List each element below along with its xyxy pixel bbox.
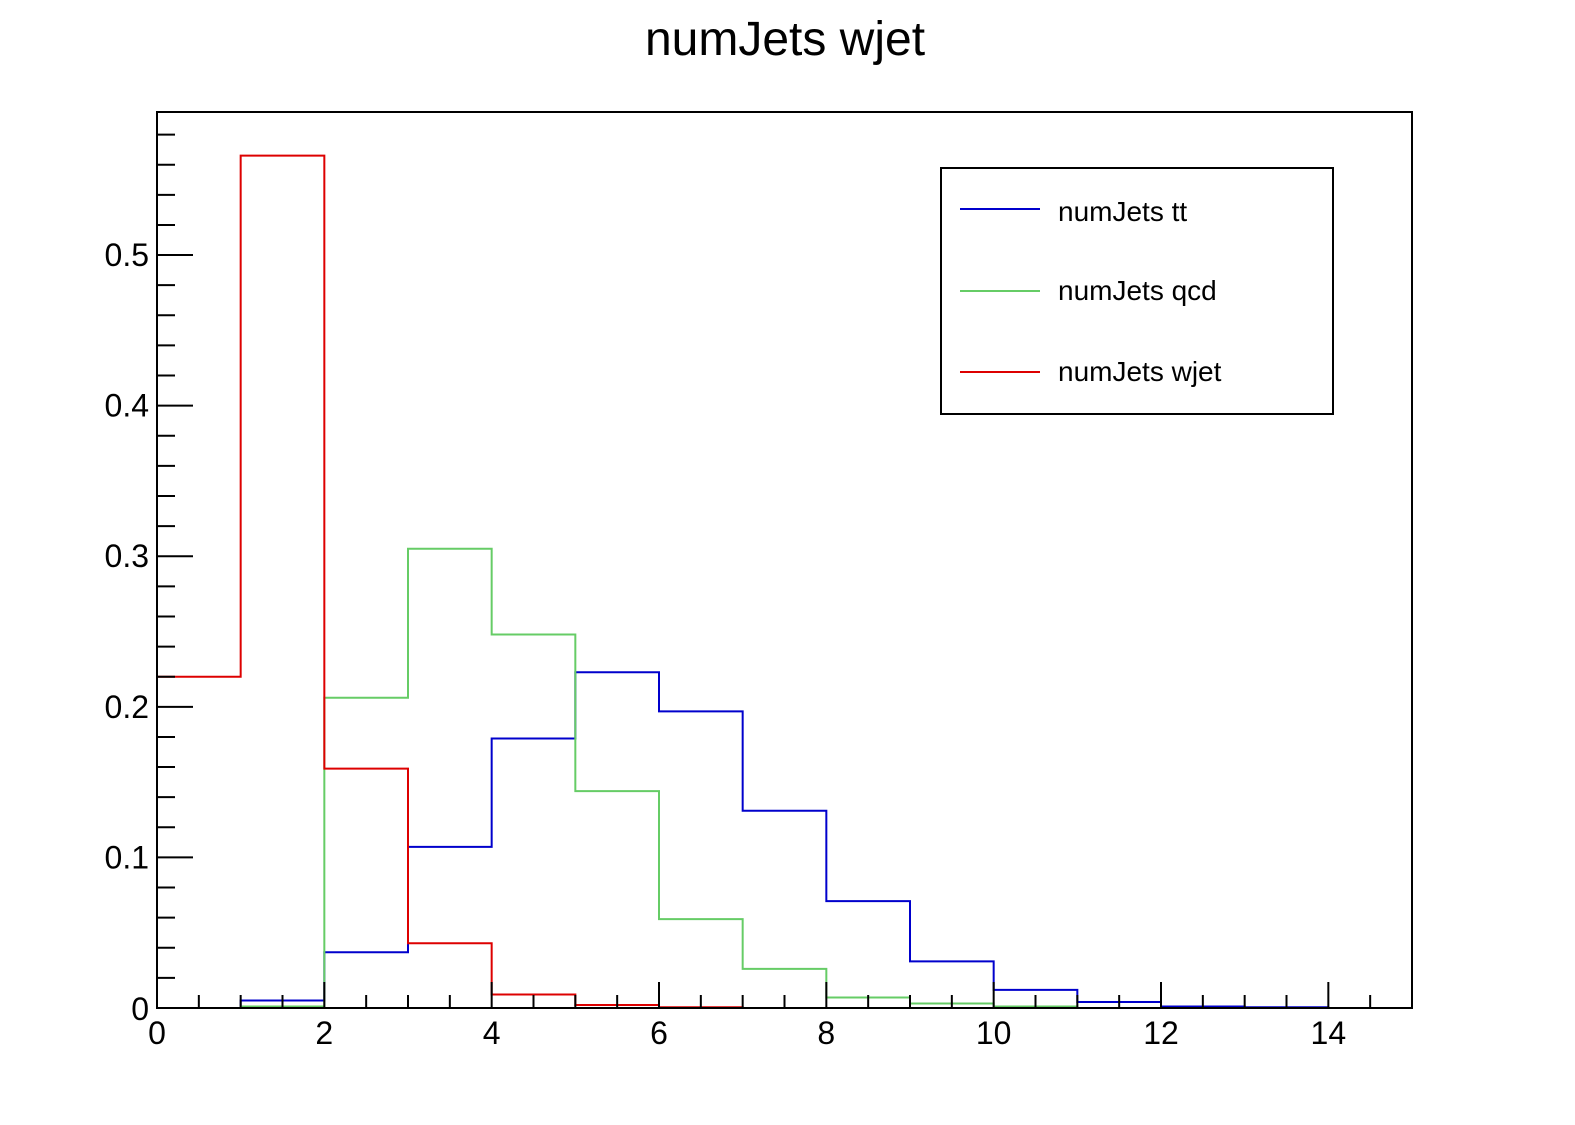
legend-label-tt: numJets tt [1058, 196, 1187, 227]
y-tick-label: 0 [131, 991, 149, 1027]
x-tick-label: 4 [483, 1015, 501, 1051]
y-tick-label: 0.2 [105, 689, 149, 725]
y-axis: 0 0.1 0.2 0.3 0.4 0.5 [105, 133, 193, 1027]
x-tick-label: 0 [148, 1015, 166, 1051]
x-tick-label: 6 [650, 1015, 668, 1051]
y-tick-label: 0.4 [105, 388, 149, 424]
series-line-tt [157, 671, 1412, 1009]
x-tick-label: 10 [976, 1015, 1012, 1051]
x-tick-label: 12 [1143, 1015, 1179, 1051]
legend-label-wjet: numJets wjet [1058, 356, 1222, 387]
chart-title: numJets wjet [645, 13, 925, 66]
y-tick-label: 0.3 [105, 538, 149, 574]
series-line-qcd [157, 547, 1412, 1009]
legend-label-qcd: numJets qcd [1058, 275, 1217, 306]
x-axis: 0 2 4 6 8 10 12 14 [148, 982, 1413, 1051]
y-tick-label: 0.5 [105, 237, 149, 273]
legend: numJets tt numJets qcd numJets wjet [940, 167, 1334, 415]
x-tick-label: 8 [817, 1015, 835, 1051]
x-tick-label: 14 [1311, 1015, 1347, 1051]
y-tick-label: 0.1 [105, 839, 149, 875]
x-tick-label: 2 [315, 1015, 333, 1051]
